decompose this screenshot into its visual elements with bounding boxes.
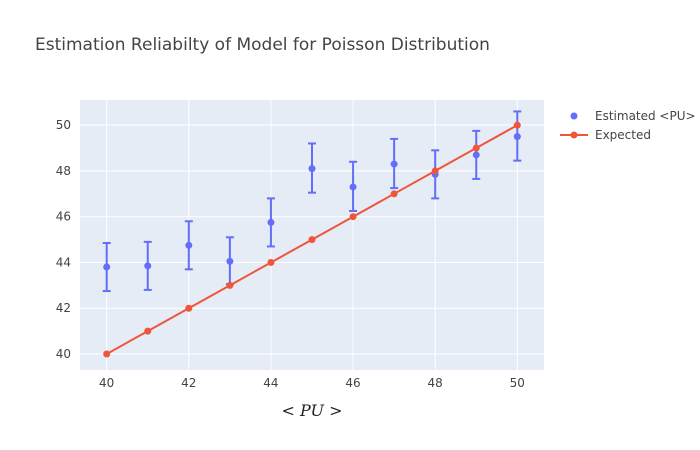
estimated-point: [144, 262, 152, 270]
estimated-point: [349, 183, 357, 191]
expected-point: [349, 213, 357, 221]
legend-label: Expected: [595, 128, 651, 142]
x-tick-label: 50: [510, 376, 525, 390]
estimated-point: [513, 133, 521, 141]
expected-point: [431, 167, 439, 175]
expected-point: [226, 281, 234, 289]
series-0: [102, 110, 522, 293]
x-tick-label: 40: [99, 376, 114, 390]
estimated-point: [226, 257, 234, 265]
expected-point: [267, 258, 275, 266]
x-tick-label: 48: [428, 376, 443, 390]
y-tick-label: 40: [56, 347, 71, 361]
series-layer: [102, 110, 522, 358]
chart-title: Estimation Reliabilty of Model for Poiss…: [35, 35, 490, 55]
legend-marker: [570, 112, 578, 120]
y-axis-ticks: 40 42 44 46 48 50: [56, 118, 71, 361]
estimated-point: [390, 160, 398, 168]
y-tick-label: 50: [56, 118, 71, 132]
expected-point: [308, 236, 316, 244]
legend-item-1: Expected: [560, 128, 651, 142]
y-tick-label: 44: [56, 255, 71, 269]
legend-label: Estimated <PU>: [595, 109, 696, 123]
expected-point: [103, 350, 111, 358]
x-tick-label: 44: [263, 376, 278, 390]
x-axis-label: < PU >: [282, 401, 343, 420]
expected-point: [185, 304, 193, 312]
y-tick-label: 42: [56, 301, 71, 315]
x-tick-label: 46: [345, 376, 360, 390]
estimated-point: [472, 151, 480, 159]
legend: Estimated <PU> Expected: [560, 109, 696, 142]
x-tick-label: 42: [181, 376, 196, 390]
y-tick-label: 46: [56, 210, 71, 224]
x-axis-ticks: 40 42 44 46 48 50: [99, 376, 525, 390]
estimated-point: [185, 241, 193, 249]
y-tick-label: 48: [56, 164, 71, 178]
legend-item-0: Estimated <PU>: [570, 109, 696, 123]
legend-marker: [570, 131, 578, 139]
expected-point: [390, 190, 398, 198]
expected-point: [472, 144, 480, 152]
estimated-point: [308, 165, 316, 173]
estimated-point: [103, 263, 111, 271]
estimated-point: [267, 218, 275, 226]
series-1: [103, 121, 521, 358]
expected-point: [144, 327, 152, 335]
expected-point: [513, 121, 521, 129]
